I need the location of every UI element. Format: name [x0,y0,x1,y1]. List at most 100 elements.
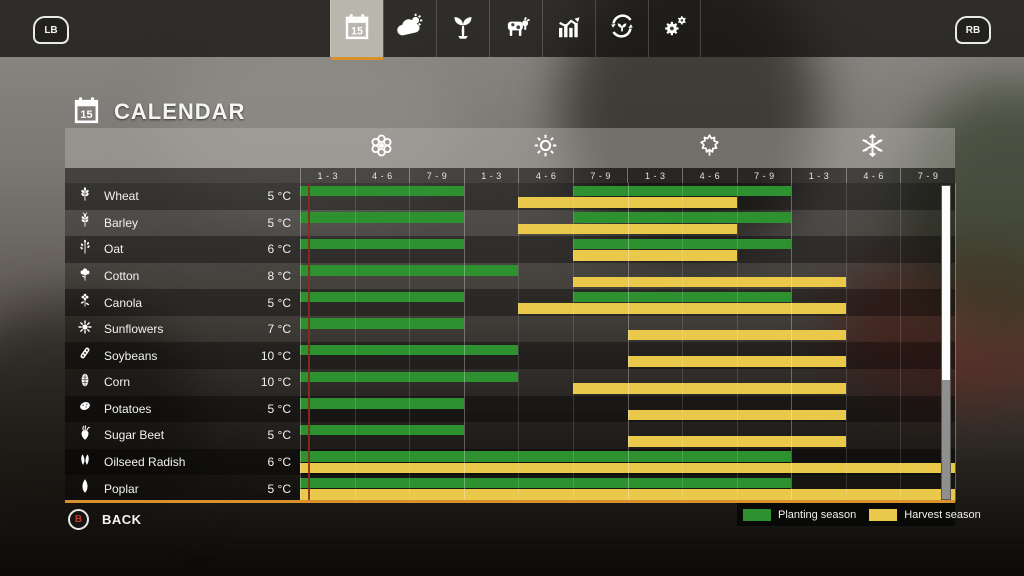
crop-min-temp: 6 °C [267,242,291,257]
page-header: 15 CALENDAR [71,94,245,130]
month-segment-label: 1 - 3 [463,168,519,183]
tab-rotation[interactable] [595,0,648,57]
potato-icon [77,398,93,419]
crop-label: Soybeans 10 °C [65,342,300,369]
harvest-bar [627,436,846,447]
crop-min-temp: 7 °C [267,322,291,337]
back-button[interactable]: B BACK [68,509,142,530]
crop-name: Wheat [104,189,139,204]
month-segment-label: 4 - 6 [518,168,573,183]
season-winter [791,128,955,168]
crop-label: Potatoes 5 °C [65,396,300,423]
canola-icon [77,292,93,313]
tab-animals[interactable] [489,0,542,57]
crop-name: Barley [104,215,139,230]
month-segment-label: 1 - 3 [627,168,682,183]
harvest-bar [627,356,846,367]
left-bumper-button[interactable]: LB [33,16,69,44]
harvest-legend-swatch [869,508,898,521]
calendar-row-barley: Barley 5 °C [65,209,955,237]
harvest-bar [300,489,955,500]
month-segment-label: 1 - 3 [791,168,846,183]
oat-icon [77,239,93,260]
seedling-icon [448,11,478,46]
maple-leaf-icon [696,132,723,164]
harvest-bar [518,303,846,314]
crop-name: Corn [104,375,131,390]
sun-icon [532,132,559,164]
crop-label: Poplar 5 °C [65,475,300,502]
rotation-icon [607,11,637,46]
crop-name: Sugar Beet [104,428,165,443]
season-spring [300,128,464,168]
wheat-icon [77,186,93,207]
crop-label: Corn 10 °C [65,369,300,396]
planting-bar [300,291,464,303]
calendar-row-oilseed-radish: Oilseed Radish 6 °C [65,448,955,476]
flower-icon [368,132,395,164]
crop-name: Oat [104,242,124,257]
vertical-scrollbar[interactable] [941,185,951,500]
crop-min-temp: 8 °C [267,269,291,284]
sugar-beet-icon [77,425,93,446]
crop-name: Cotton [104,269,140,284]
crop-label: Oat 6 °C [65,236,300,263]
crop-season-lane [300,396,955,423]
month-segment-label: 1 - 3 [300,168,355,183]
planting-bar [300,238,464,250]
planting-bar [300,451,792,462]
planting-bar [300,371,519,383]
calendar-row-soybeans: Soybeans 10 °C [65,342,955,370]
month-segment-label: 4 - 6 [682,168,737,183]
planting-legend-label: Planting season [778,508,857,521]
gears-icon [660,11,690,46]
planting-bar [572,185,792,196]
crop-season-lane [300,210,955,237]
crop-label: Sugar Beet 5 °C [65,422,300,449]
crop-min-temp: 6 °C [267,455,291,470]
planting-bar [300,318,464,329]
tab-settings[interactable] [648,0,701,57]
crop-name: Potatoes [104,401,152,416]
cotton-icon [77,266,93,287]
crop-min-temp: 5 °C [267,189,291,204]
tab-crops[interactable] [436,0,489,57]
month-segment-label: 7 - 9 [900,168,955,183]
crop-name: Soybeans [104,348,158,363]
barley-icon [77,212,93,233]
crop-name: Oilseed Radish [104,455,186,470]
controller-b-button-icon: B [68,509,89,530]
calendar-icon: 15 [71,94,102,130]
crop-min-temp: 5 °C [267,215,291,230]
right-bumper-button[interactable]: RB [955,16,991,44]
calendar-row-poplar: Poplar 5 °C [65,475,955,502]
crop-min-temp: 5 °C [267,295,291,310]
svg-text:15: 15 [80,109,92,121]
scrollbar-thumb[interactable] [942,186,950,381]
legend: Planting season Harvest season [737,503,981,526]
calendar-row-sunflowers: Sunflowers 7 °C [65,315,955,343]
harvest-bar [518,197,737,208]
crop-season-lane [300,449,955,476]
crop-season-lane [300,263,955,290]
planting-bar [572,291,792,303]
tab-calendar[interactable]: 15 [330,0,383,60]
season-summer [464,128,628,168]
tab-prices[interactable] [542,0,595,57]
soybean-icon [77,345,93,366]
crop-season-lane [300,342,955,369]
planting-bar [300,398,464,409]
planting-bar [300,477,792,489]
calendar-row-corn: Corn 10 °C [65,369,955,396]
month-segment-label: 7 - 9 [409,168,464,183]
crop-season-lane [300,236,955,263]
crop-season-lane [300,183,955,210]
weather-icon [395,11,425,46]
tab-weather[interactable] [383,0,436,57]
calendar-row-sugar-beet: Sugar Beet 5 °C [65,422,955,449]
crop-season-lane [300,316,955,343]
planting-bar [300,265,519,276]
harvest-bar [572,276,846,288]
